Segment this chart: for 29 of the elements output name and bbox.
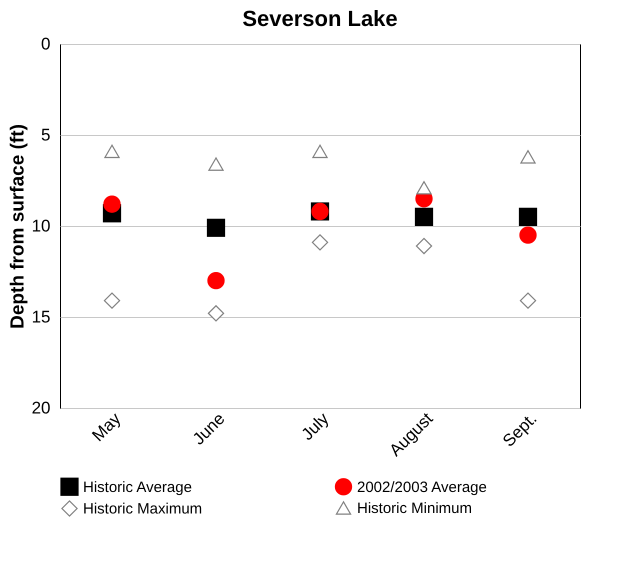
legend-label: Historic Average	[83, 478, 192, 496]
point	[103, 196, 121, 213]
x-tick-label: July	[298, 408, 333, 444]
y-tick-label: 0	[41, 34, 50, 54]
chart-title: Severson Lake	[242, 6, 398, 31]
legend-label: 2002/2003 Average	[357, 478, 487, 496]
point	[208, 157, 224, 171]
y-tick-label: 10	[32, 216, 50, 236]
point	[520, 292, 536, 309]
x-tick-label: May	[88, 408, 125, 446]
y-tick-label: 20	[32, 398, 50, 418]
y-tick-label: 5	[41, 126, 50, 144]
y-tick-label: 15	[32, 308, 50, 326]
point	[312, 234, 328, 251]
point	[416, 181, 432, 195]
point	[104, 292, 120, 309]
legend-label: Historic Maximum	[83, 500, 202, 518]
point	[520, 150, 536, 164]
point	[104, 144, 120, 158]
point	[312, 144, 328, 158]
y-axis-title: Depth from surface (ft)	[8, 124, 29, 329]
point	[206, 218, 226, 237]
point	[416, 238, 432, 254]
legend-label: Historic Minimum	[357, 500, 472, 517]
point	[208, 305, 224, 322]
point	[519, 226, 537, 244]
point	[207, 272, 225, 290]
point	[414, 208, 434, 226]
point	[518, 208, 538, 226]
